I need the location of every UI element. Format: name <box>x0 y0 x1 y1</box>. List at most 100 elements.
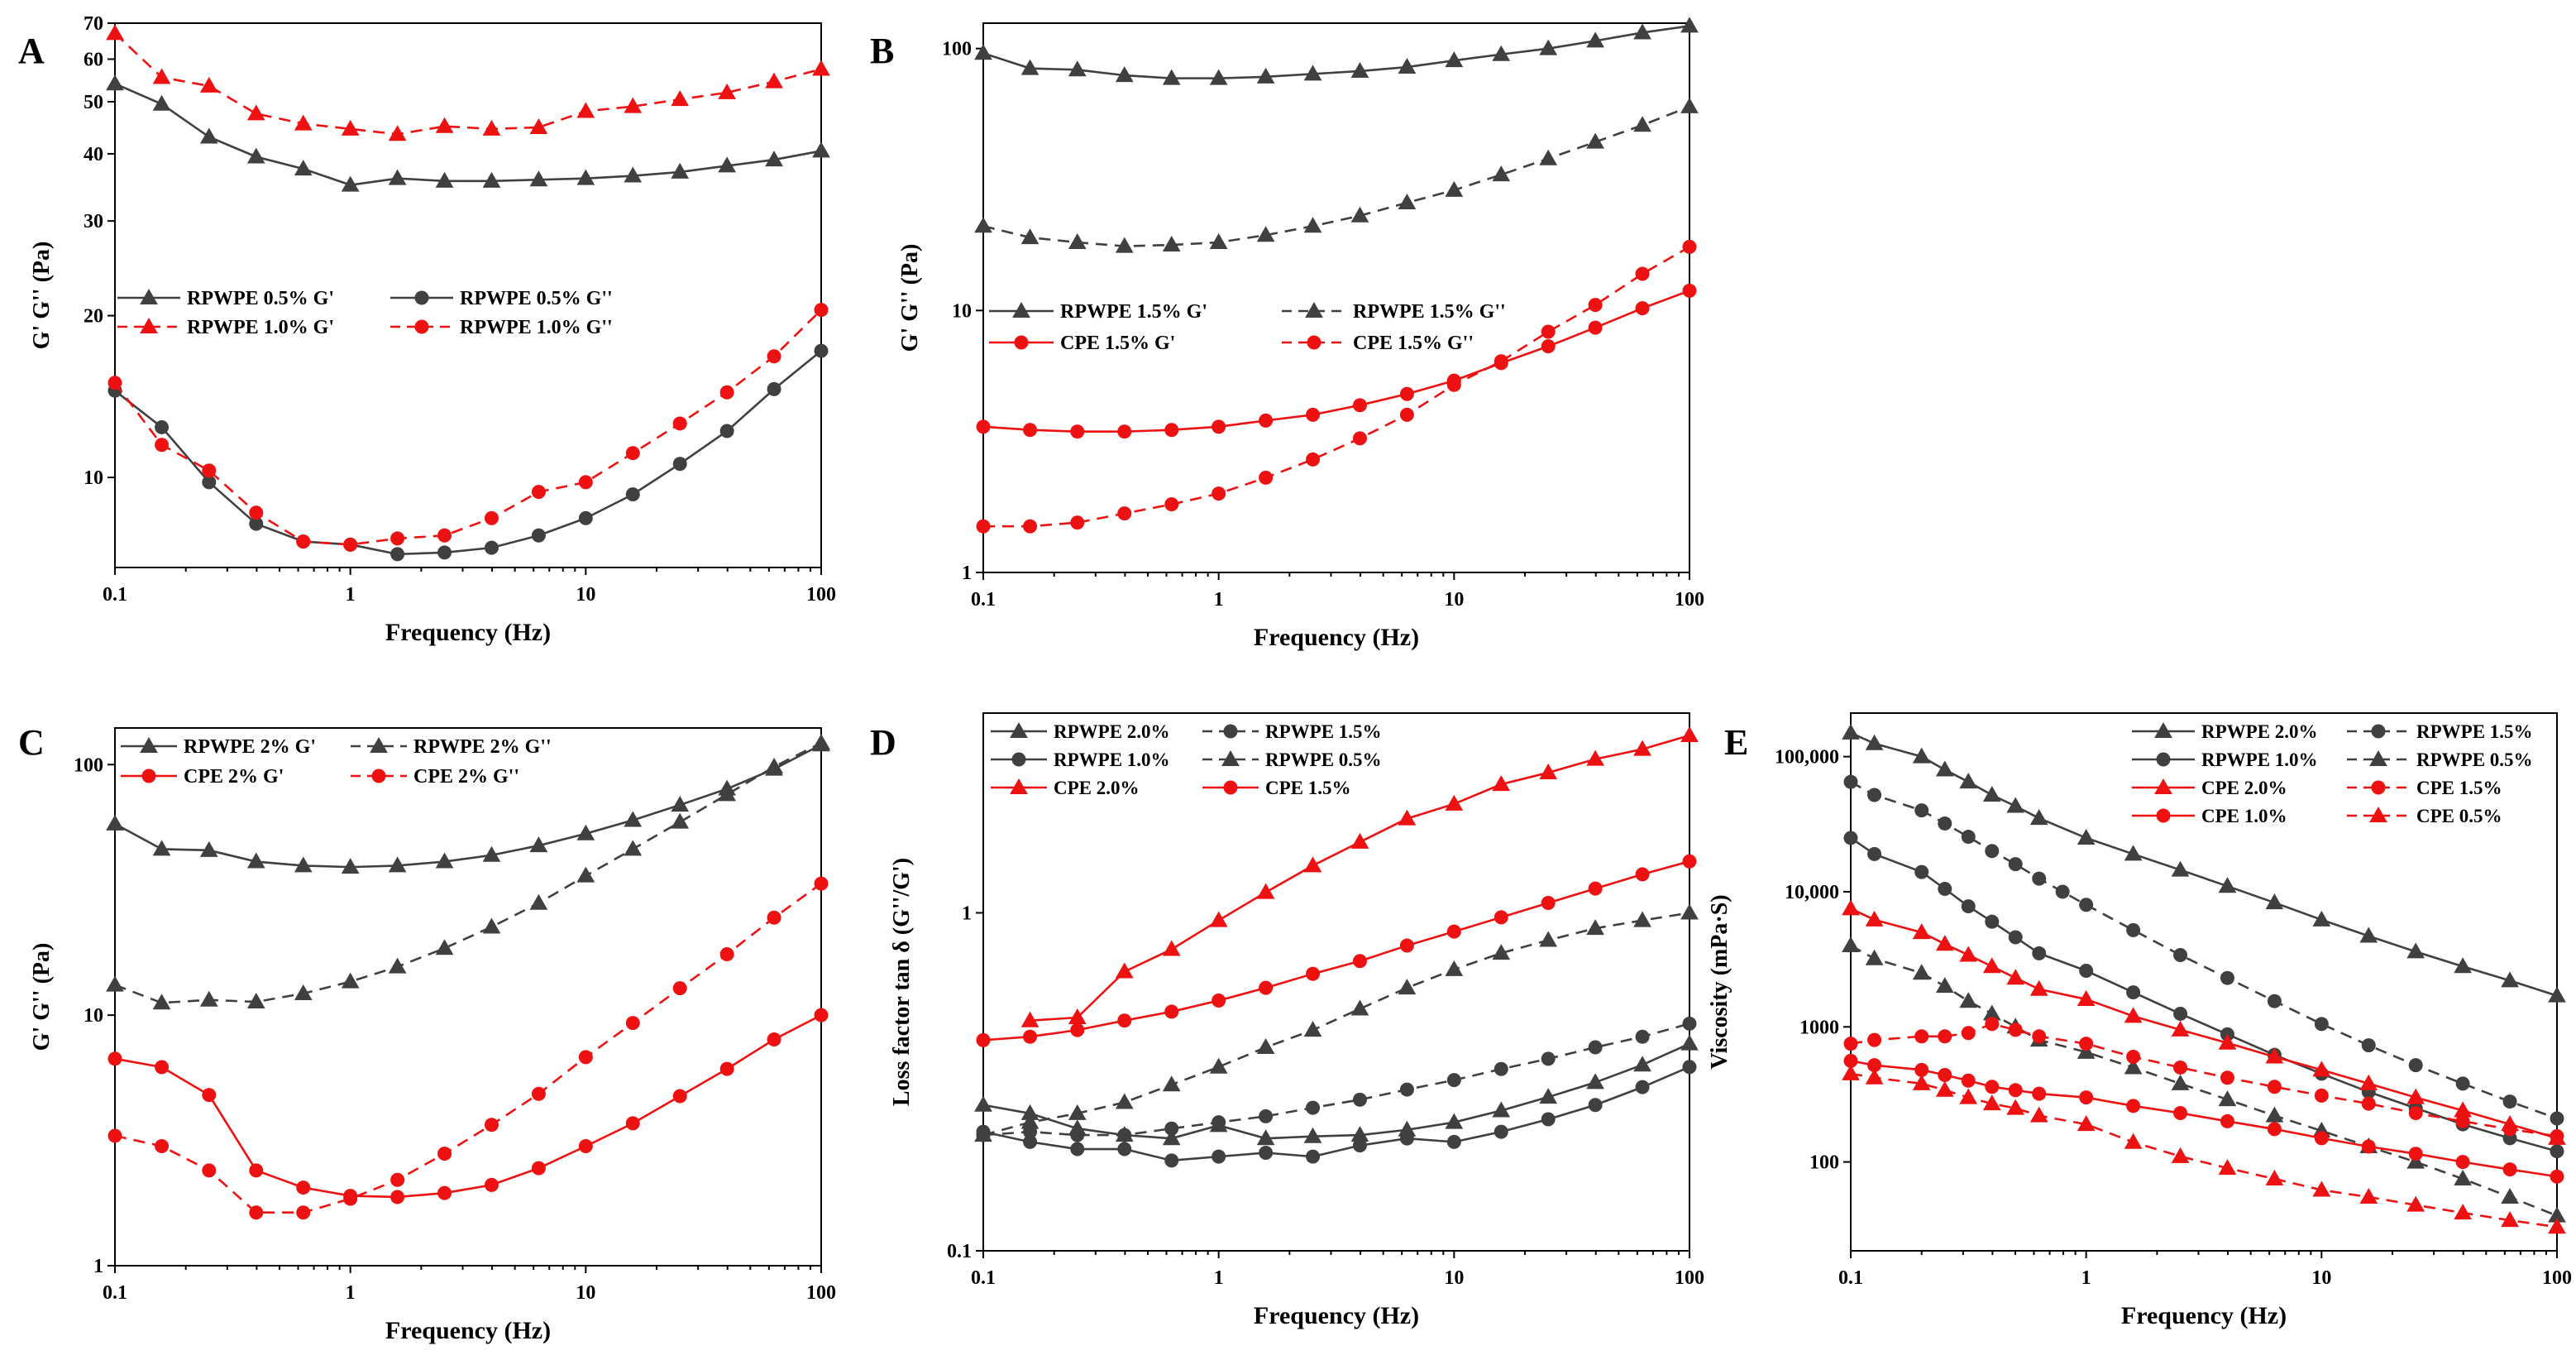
data-point <box>484 1177 499 1192</box>
y-axis-label: G' G'' (Pa) <box>897 244 923 352</box>
series-cpe-0-5- <box>1842 1064 2566 1234</box>
data-point <box>1350 999 1369 1016</box>
data-point <box>1306 452 1321 467</box>
data-point <box>2171 1020 2190 1037</box>
data-point <box>974 1095 992 1112</box>
panel-letter: D <box>870 722 896 763</box>
legend-label: CPE 1.5% G'' <box>1353 333 1474 354</box>
data-point <box>202 475 217 490</box>
legend-label: CPE 2% G' <box>184 766 284 788</box>
chart-panel-d: D 0.1 1 10 100 0.1 1 Frequency (Hz) Loss factor … <box>870 712 1704 1329</box>
legend-entry: RPWPE 2.0% <box>991 721 1170 742</box>
data-point <box>1115 1093 1134 1109</box>
legend-swatch-marker <box>1011 752 1026 767</box>
y-tick-label: 100 <box>942 39 972 60</box>
data-point <box>1867 1032 1882 1047</box>
data-point <box>529 836 548 853</box>
data-point <box>2312 1180 2331 1197</box>
legend-swatch-marker <box>1221 749 1240 766</box>
data-point <box>1209 911 1228 927</box>
y-tick-label: 10 <box>952 300 972 322</box>
data-point <box>814 876 829 891</box>
data-point <box>578 475 593 490</box>
data-point <box>1586 1073 1604 1089</box>
data-point <box>2008 930 2023 945</box>
data-point <box>484 540 499 555</box>
data-point <box>2361 1096 2376 1111</box>
data-point <box>1023 519 1038 534</box>
panel-letter: A <box>18 31 45 71</box>
data-point <box>2406 942 2425 959</box>
data-point <box>1306 407 1321 422</box>
data-point <box>1938 816 1952 831</box>
data-point <box>1446 1134 1461 1149</box>
x-tick-label: 10 <box>1444 1267 1464 1289</box>
data-point <box>106 24 124 41</box>
series-line <box>114 32 822 136</box>
series-cpe-2-g- <box>108 876 829 1220</box>
data-point <box>1842 1064 1860 1080</box>
legend-entry: CPE 1.5% <box>1202 778 1351 798</box>
x-axis-label: Frequency (Hz) <box>385 1317 551 1344</box>
data-point <box>2218 1159 2237 1176</box>
series-rpwpe-1-5-g- <box>974 17 1699 85</box>
data-point <box>1164 497 1179 512</box>
data-point <box>152 94 171 111</box>
legend-entry: RPWPE 2.0% <box>2132 721 2318 742</box>
legend-swatch-marker <box>2371 724 2386 739</box>
y-tick-label: 70 <box>84 13 103 35</box>
data-point <box>482 171 501 188</box>
data-point <box>1162 940 1181 956</box>
legend-label: RPWPE 1.5% <box>1265 721 1382 742</box>
data-point <box>435 117 454 133</box>
data-point <box>1680 1034 1699 1051</box>
series-rpwpe-1-5- <box>976 1016 1697 1142</box>
data-point <box>1586 132 1604 149</box>
data-point <box>974 44 992 60</box>
data-point <box>1303 1127 1322 1143</box>
data-point <box>2173 1060 2188 1075</box>
legend-swatch-marker <box>1223 724 1238 739</box>
data-point <box>2079 1037 2094 1051</box>
data-point <box>1586 749 1604 766</box>
legend-label: CPE 2.0% <box>2201 778 2287 798</box>
data-point <box>2079 1090 2094 1105</box>
data-point <box>1982 786 2001 802</box>
data-point <box>1398 809 1417 826</box>
legend-label: CPE 1.0% <box>2201 806 2287 826</box>
data-point <box>1982 957 2001 974</box>
data-point <box>1306 966 1321 981</box>
data-point <box>152 68 171 84</box>
legend-swatch-marker <box>2369 749 2387 766</box>
data-point <box>1961 830 1976 845</box>
data-point <box>1399 1082 1414 1097</box>
legend-label: RPWPE 0.5% G'' <box>460 288 613 309</box>
series-rpwpe-0-5- <box>974 903 1699 1142</box>
data-point <box>155 1138 170 1153</box>
legend-label: RPWPE 0.5% G' <box>187 288 334 309</box>
data-point <box>2361 1139 2376 1154</box>
data-point <box>1539 149 1558 165</box>
data-point <box>1117 424 1132 439</box>
y-tick-label: 0.1 <box>947 1241 972 1262</box>
series-line <box>982 290 1690 433</box>
data-point <box>1539 931 1558 947</box>
y-tick-label: 1 <box>962 903 972 924</box>
data-point <box>1117 506 1132 521</box>
data-point <box>576 102 595 118</box>
data-point <box>2502 1094 2517 1109</box>
data-point <box>2454 1169 2472 1186</box>
data-point <box>1492 45 1511 61</box>
data-point <box>2006 969 2025 985</box>
data-point <box>1842 936 1860 952</box>
data-point <box>625 1016 640 1031</box>
data-point <box>1020 1011 1039 1027</box>
legend-entry: RPWPE 0.5% G'' <box>390 288 613 309</box>
data-point <box>155 438 170 453</box>
legend-swatch-marker <box>1305 301 1323 318</box>
data-point <box>1935 760 1954 777</box>
data-point <box>2126 985 2141 1000</box>
data-point <box>1115 237 1134 253</box>
series-line <box>982 912 1690 1137</box>
